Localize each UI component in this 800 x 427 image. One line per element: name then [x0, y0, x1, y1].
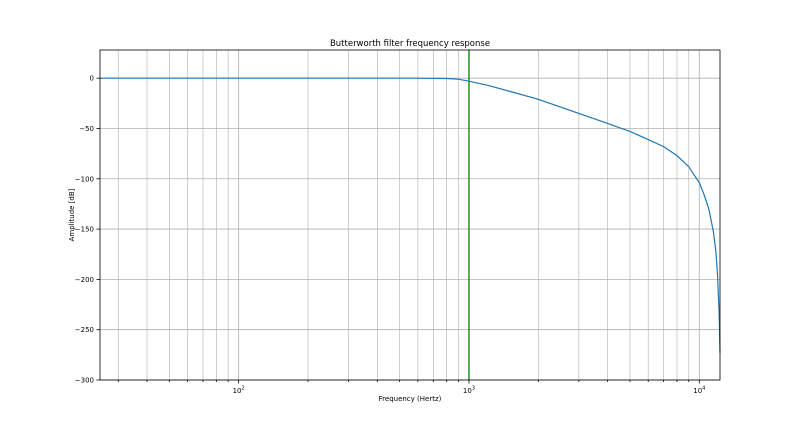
plot-frame [99, 49, 721, 381]
y-axis-label: Amplitude [dB] [68, 188, 76, 241]
series-line [100, 77, 721, 353]
grid [100, 50, 720, 381]
chart-title: Butterworth filter frequency response [330, 39, 490, 49]
y-tick-label: −300 [75, 377, 94, 385]
ticks: 0 −50 −100 −150 −200 −250 −300 102 103 104 [75, 75, 706, 395]
y-tick-label: −50 [79, 125, 94, 133]
y-tick-label: −200 [75, 276, 94, 284]
y-tick-label: −250 [75, 326, 94, 334]
x-tick-label: 102 [233, 386, 245, 396]
y-tick-label: 0 [90, 75, 94, 83]
y-tick-label: −150 [75, 226, 94, 234]
y-tick-label: −100 [75, 175, 94, 183]
x-axis-label: Frequency (Hertz) [379, 395, 442, 403]
x-tick-label: 103 [463, 386, 475, 396]
x-tick-label: 104 [693, 386, 705, 396]
